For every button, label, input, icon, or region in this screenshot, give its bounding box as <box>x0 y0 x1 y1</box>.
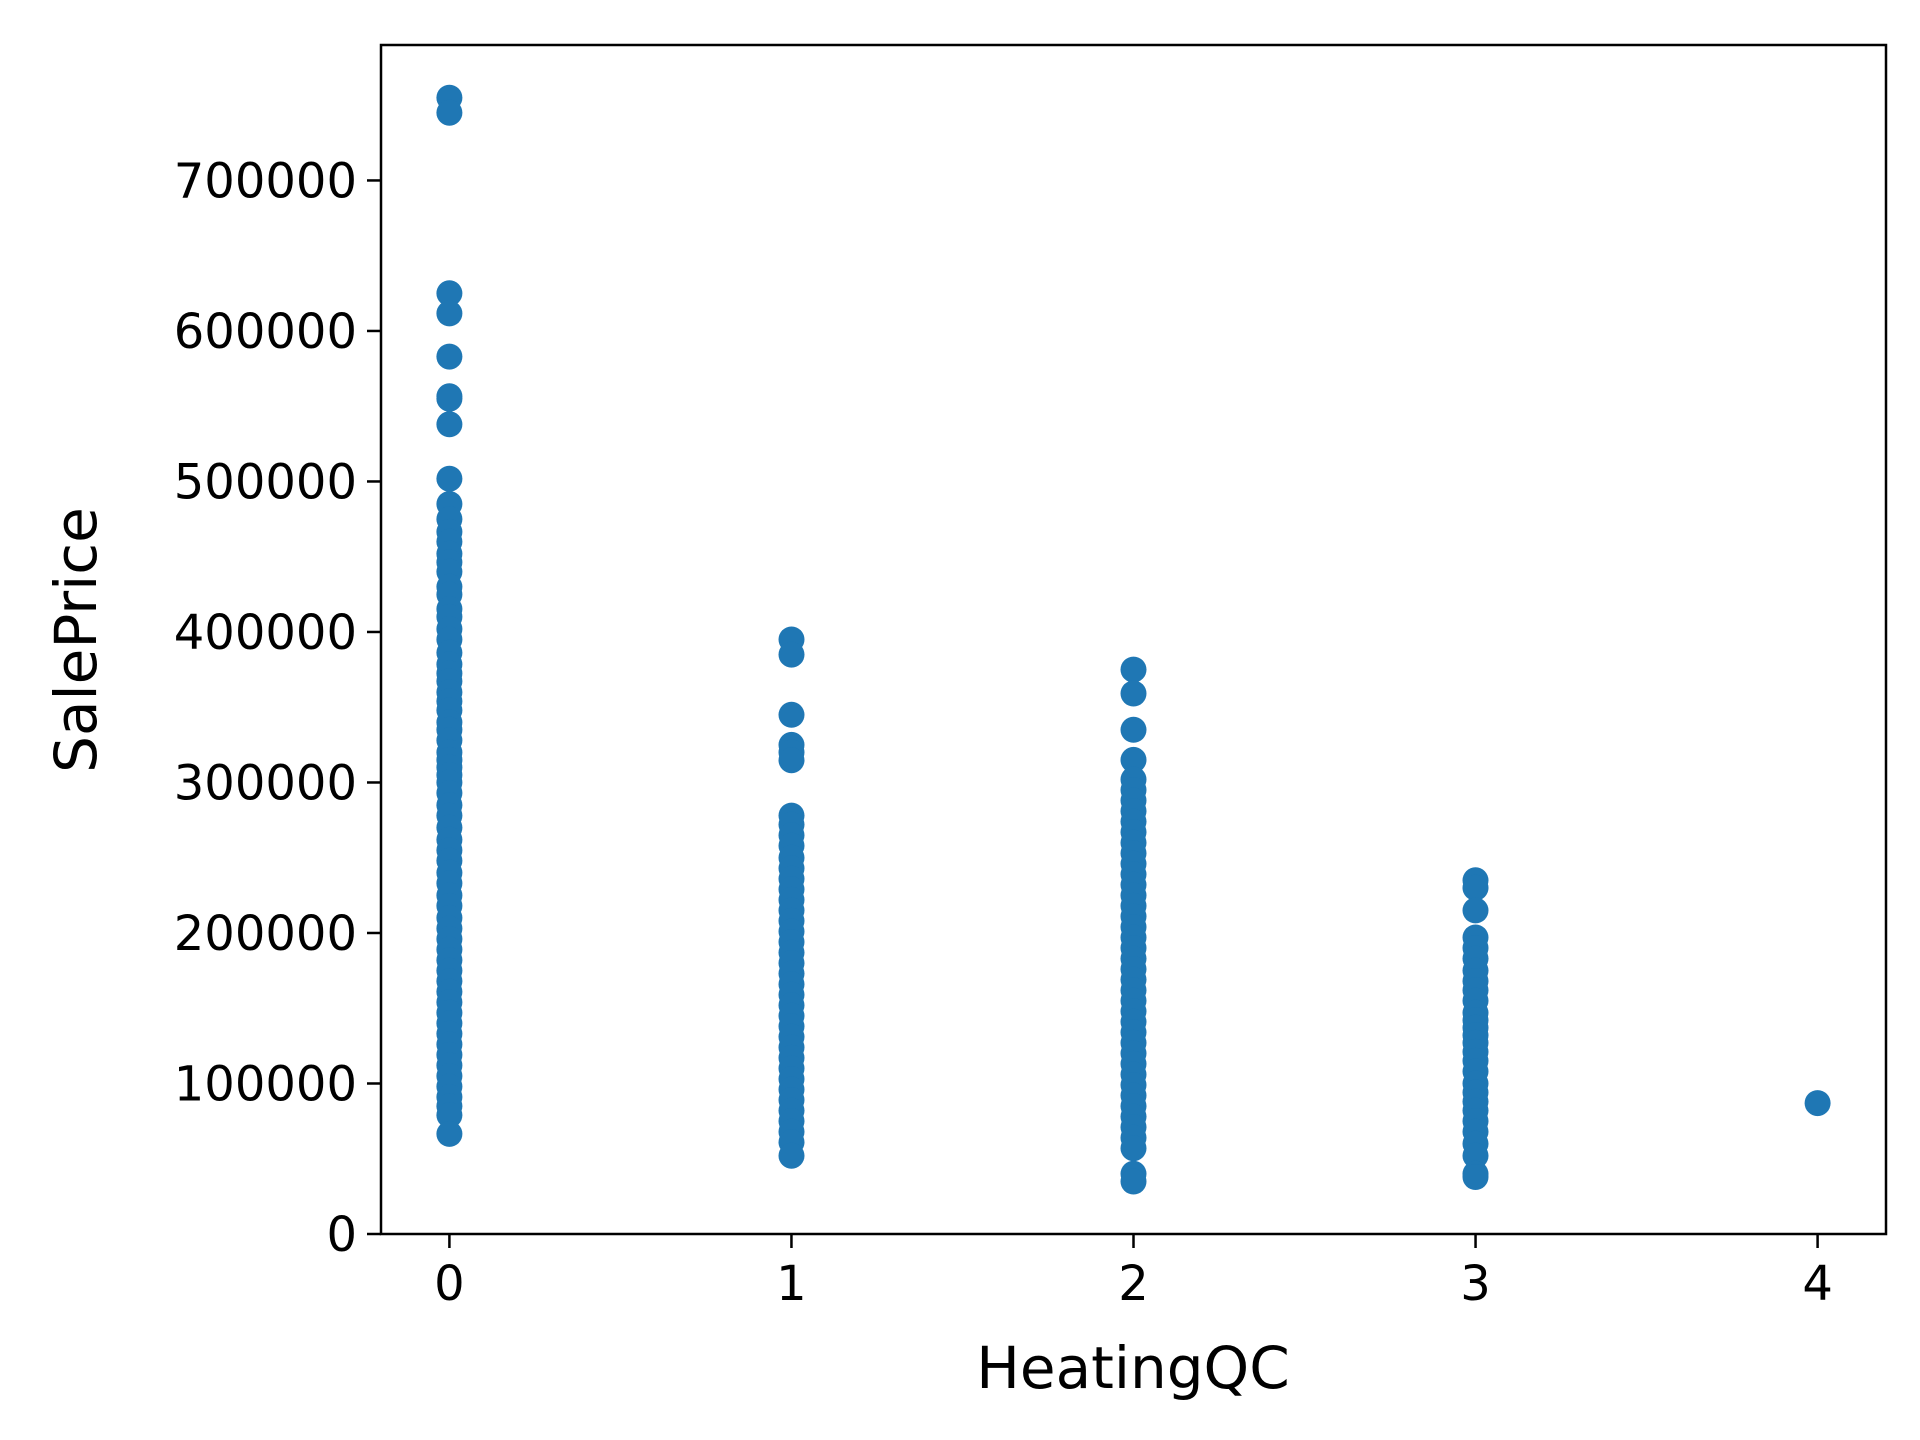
data-point <box>436 343 463 370</box>
y-tick-label: 100000 <box>174 1056 357 1112</box>
data-point <box>778 701 805 728</box>
data-points <box>436 84 1831 1195</box>
x-tick-label: 4 <box>1802 1256 1833 1312</box>
x-tick-label: 1 <box>776 1256 807 1312</box>
data-point <box>1462 874 1489 901</box>
data-point <box>1462 1142 1489 1169</box>
y-tick-label: 0 <box>326 1207 357 1263</box>
data-point <box>778 747 805 774</box>
data-point <box>1120 716 1147 743</box>
y-tick-label: 300000 <box>174 755 357 811</box>
data-point <box>436 385 463 412</box>
data-point <box>1804 1090 1831 1117</box>
x-tick-label: 0 <box>434 1256 465 1312</box>
data-point <box>1120 1135 1147 1162</box>
data-point <box>436 280 463 307</box>
data-point <box>1120 1168 1147 1195</box>
data-point <box>1120 746 1147 773</box>
data-point <box>778 1142 805 1169</box>
y-tick-label: 700000 <box>174 153 357 209</box>
y-axis-ticks: 0 100000 200000 300000 400000 500000 600000 700… <box>174 153 381 1263</box>
data-point <box>436 1120 463 1147</box>
x-axis-label: HeatingQC <box>976 1334 1289 1402</box>
x-axis-ticks: 0 1 2 3 4 <box>434 1234 1833 1312</box>
data-point <box>436 411 463 438</box>
data-point <box>436 1102 463 1129</box>
data-point <box>1462 1164 1489 1190</box>
data-point <box>436 300 463 327</box>
data-point <box>436 99 463 126</box>
data-point <box>436 465 463 492</box>
y-tick-label: 200000 <box>174 906 357 962</box>
y-tick-label: 500000 <box>174 454 357 510</box>
x-tick-label: 3 <box>1460 1256 1491 1312</box>
y-tick-label: 600000 <box>174 304 357 360</box>
y-axis-label: SalePrice <box>42 507 110 773</box>
data-point <box>778 641 805 668</box>
data-point <box>1462 897 1489 924</box>
x-tick-label: 2 <box>1118 1256 1149 1312</box>
data-point <box>1120 656 1147 683</box>
data-point <box>1120 680 1147 707</box>
y-tick-label: 400000 <box>174 605 357 661</box>
